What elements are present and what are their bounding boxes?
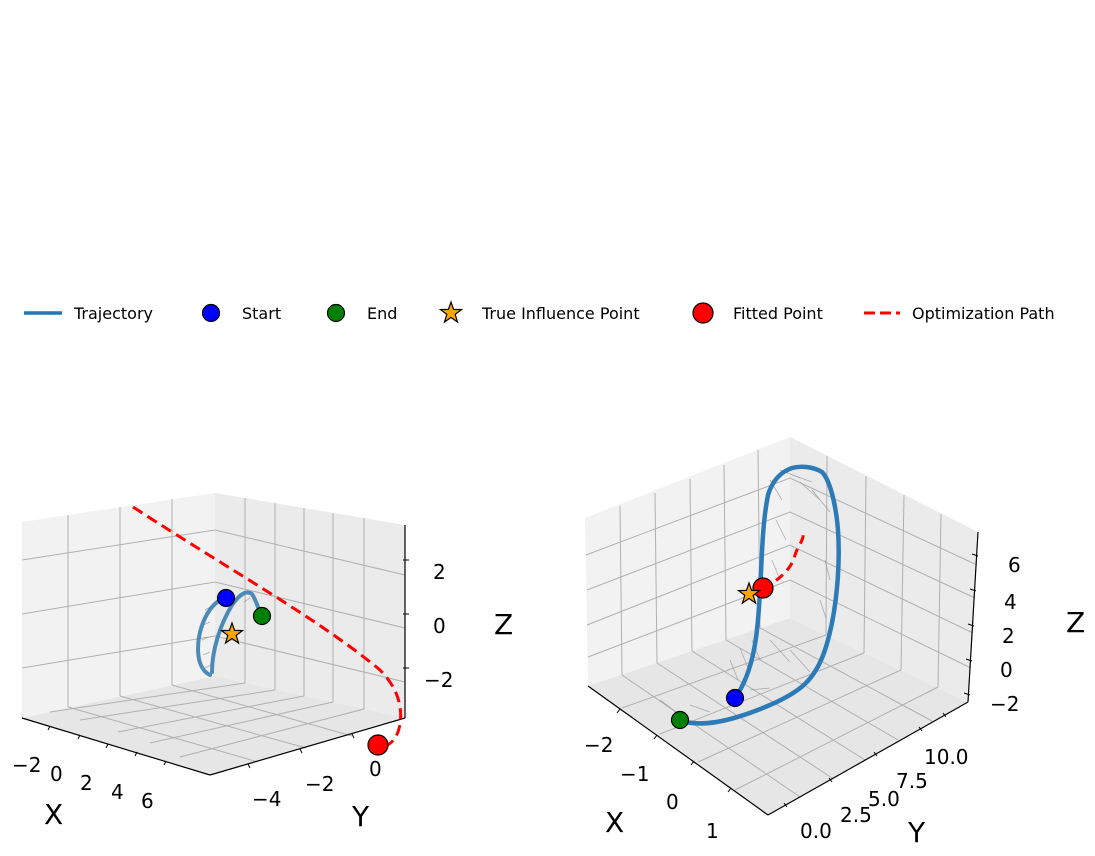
z-ticks: 6 4 2 0 −2 [963,553,1021,716]
y-tick-label: 2.5 [840,803,872,827]
y-ticks: −4 −2 0 [247,733,382,811]
y-tick-label: 0 [369,757,382,781]
z-axis-label: Z [494,608,513,641]
x-tick-label: 0 [50,762,63,786]
y-axis-label: Y [907,816,926,849]
y-ticks: 0.0 2.5 5.0 7.5 10.0 [783,712,969,843]
x-ticks: −2 0 2 4 6 [12,725,167,813]
y-tick-label: 10.0 [924,745,969,769]
legend-item-true-influence: True Influence Point [439,301,640,323]
legend-label: True Influence Point [481,304,640,323]
x-tick-label: 1 [706,819,719,843]
z-tick-label: 2 [1002,624,1015,648]
x-tick-label: 6 [141,789,154,813]
z-tick-label: 2 [433,560,446,584]
y-tick-label: −2 [305,772,334,796]
pane-floor [588,618,968,815]
grid-lines [21,498,406,763]
z-axis-line [967,531,979,703]
grid-lines [585,449,978,798]
fitted-point [367,734,389,756]
legend-item-fitted: Fitted Point [692,302,823,324]
x-axis-label: X [605,806,624,839]
pane-back-left [585,437,790,686]
start-point [725,688,745,708]
z-tick-label: −2 [424,668,453,692]
x-tick-label: 2 [80,771,93,795]
y-axis-label: Y [351,800,370,833]
x-ticks: −2 −1 0 1 [584,708,732,843]
plot-right: 6 4 2 0 −2 Z −2 −1 0 1 X 0.0 2.5 [584,437,1085,849]
legend-label: Start [242,304,281,323]
end-point [670,710,690,730]
pane-back-left [22,493,215,718]
legend-item-start: Start [201,303,281,323]
legend-item-trajectory: Trajectory [24,304,153,323]
optimization-path [762,529,805,590]
z-tick-label: 4 [1004,590,1017,614]
x-tick-label: −2 [12,753,41,777]
y-tick-label: 5.0 [868,787,900,811]
legend-label: End [367,304,397,323]
x-axis-line [587,685,769,816]
trajectory-line [677,464,841,726]
x-tick-label: −1 [620,762,649,786]
legend-label: Trajectory [73,304,153,323]
star-marker-icon [439,301,463,323]
y-tick-label: −4 [252,787,281,811]
z-tick-label: −2 [990,692,1019,716]
z-tick-label: 0 [1000,658,1013,682]
y-axis-line [767,701,969,816]
y-tick-label: 7.5 [896,769,928,793]
pane-floor [22,676,405,775]
fitted-point [752,577,774,599]
legend-item-optimization: Optimization Path [864,304,1055,323]
legend-item-end: End [326,303,397,323]
z-axis-label: Z [1066,606,1085,639]
end-marker-icon [326,303,346,323]
pane-back-right [790,437,978,702]
legend-label: Fitted Point [733,304,823,323]
y-tick-label: 0.0 [800,819,832,843]
start-marker-icon [201,303,221,323]
legend: Trajectory Start End True Influence Poin… [24,301,1055,324]
z-tick-label: 6 [1008,553,1021,577]
x-tick-label: −2 [584,733,613,757]
optimization-path [132,505,403,750]
end-point [252,606,272,626]
x-tick-label: 0 [666,790,679,814]
y-axis-line [209,717,406,776]
plot-left: 2 0 −2 Z −2 0 2 4 6 X −4 −2 0 Y [12,493,513,833]
z-ticks: 2 0 −2 [403,559,453,692]
z-tick-label: 0 [433,614,446,638]
start-point [216,588,236,608]
x-axis-label: X [44,798,63,831]
legend-label: Optimization Path [912,304,1055,323]
x-axis-line [21,717,211,776]
x-tick-label: 4 [111,780,124,804]
fitted-marker-icon [692,302,714,324]
